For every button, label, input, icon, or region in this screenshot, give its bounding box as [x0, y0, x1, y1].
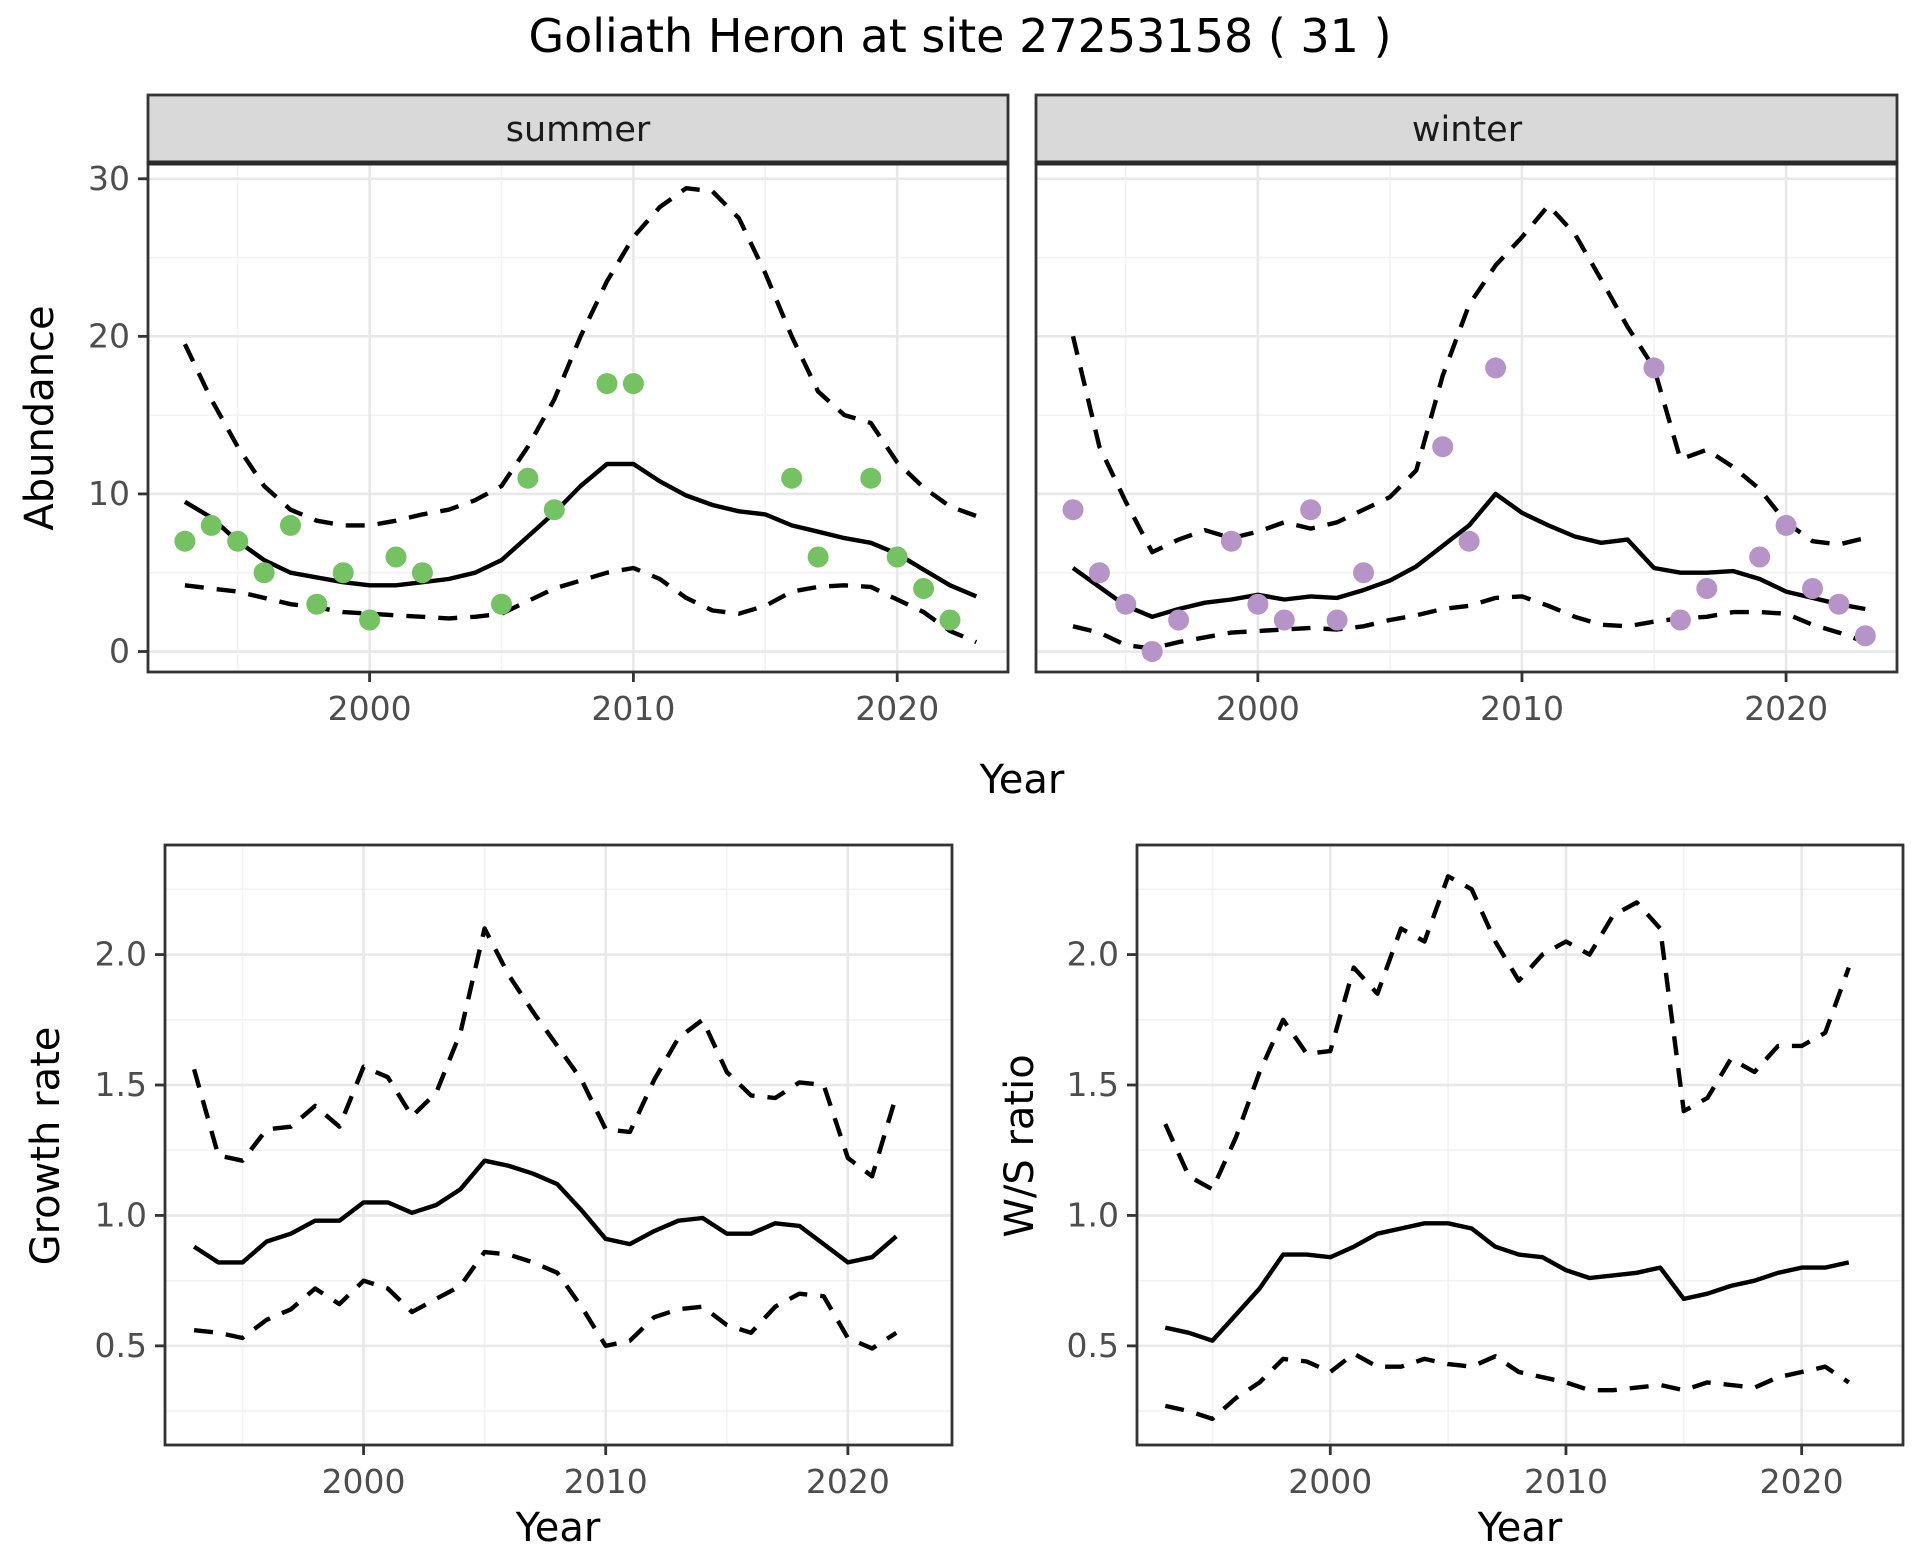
abundance_winter-data-point	[1115, 593, 1137, 615]
ws_ratio-mean-w-s-ratio-line	[1164, 1221, 1850, 1343]
abundance_winter-data-point	[1220, 530, 1242, 552]
abundance_summer-mean-line	[183, 461, 978, 599]
abundance_winter-lower-ci-line	[1072, 594, 1867, 651]
abundance_summer-data-point	[491, 593, 512, 615]
growth_rate-y-tick-label: 1.5	[95, 1065, 147, 1104]
abundance_summer-data-point	[174, 530, 196, 552]
abundance_winter-data-point	[1353, 562, 1374, 584]
ws_ratio-y-tick-label: 1.5	[1067, 1065, 1119, 1104]
abundance_winter-facet-strip	[1034, 93, 1899, 165]
abundance_summer-x-tick-label: 2000	[328, 689, 412, 728]
growth_rate-y-tick-label: 1.0	[95, 1195, 147, 1234]
growth_rate-x-tick-label: 2010	[564, 1462, 648, 1501]
abundance_winter-data-point	[1696, 578, 1718, 599]
ws_ratio-x-tick-label: 2020	[1760, 1462, 1844, 1501]
abundance_summer-data-point	[359, 609, 381, 631]
abundance_winter-data-point	[1432, 436, 1454, 458]
abundance_summer-data-point	[332, 562, 354, 584]
facet-strip-label-winter: winter	[1411, 110, 1523, 150]
facet-strip-label-summer: summer	[505, 110, 651, 150]
ws_ratio-upper-ci-line	[1163, 874, 1851, 1192]
abundance_winter-data-point	[1062, 499, 1084, 521]
abundance_summer-facet-strip	[146, 93, 1010, 165]
abundance_summer-data-point	[385, 546, 407, 568]
growth_rate-y-tick-label: 0.5	[95, 1326, 147, 1365]
ws-ratio-y-axis-title: W/S ratio	[997, 1054, 1043, 1238]
abundance_summer-data-point	[306, 593, 328, 615]
abundance_winter-data-point	[1775, 514, 1797, 536]
growth_rate-mean-growth-rate-line	[192, 1158, 898, 1265]
growth_rate-x-tick-label: 2020	[806, 1462, 890, 1501]
abundance_summer-x-tick-label: 2020	[855, 689, 939, 728]
abundance_summer-y-tick-label: 20	[88, 316, 130, 355]
abundance_winter-panel-background	[1036, 163, 1897, 672]
abundance_winter-data-point	[1485, 357, 1507, 379]
growth_rate-panel-background	[165, 845, 952, 1445]
abundance_winter-data-point	[1749, 546, 1771, 568]
abundance_summer-data-point	[939, 609, 961, 631]
abundance_summer-data-point	[200, 514, 222, 536]
abundance_winter-data-point	[1828, 593, 1850, 615]
abundance_summer-upper-ci-line	[182, 186, 978, 528]
growth-rate-y-axis-title: Growth rate	[23, 1026, 69, 1266]
ws_ratio-panel-border	[1135, 843, 1905, 1447]
abundance_summer-data-point	[622, 373, 644, 395]
abundance_summer-data-point	[253, 562, 275, 584]
ws_ratio-x-tick-label: 2000	[1288, 1462, 1372, 1501]
abundance_winter-data-point	[1168, 609, 1190, 631]
abundance_summer-data-point	[781, 467, 803, 489]
abundance_winter-x-tick-label: 2020	[1744, 689, 1828, 728]
abundance_winter-data-point	[1247, 593, 1269, 615]
growth-rate-x-axis-title: Year	[515, 1505, 601, 1551]
page-title: Goliath Heron at site 27253158 ( 31 )	[528, 9, 1392, 63]
abundance_winter-data-point	[1458, 530, 1480, 552]
abundance-y-axis-title: Abundance	[17, 305, 63, 531]
ws_ratio-y-tick-label: 2.0	[1067, 935, 1119, 974]
abundance_summer-data-point	[227, 530, 249, 552]
abundance_summer-y-tick-label: 0	[109, 632, 130, 671]
abundance_winter-data-point	[1273, 609, 1295, 631]
abundance_summer-y-tick-label: 10	[88, 474, 130, 513]
abundance_winter-data-point	[1300, 499, 1322, 521]
abundance_summer-data-point	[280, 514, 301, 536]
ws-ratio-x-axis-title: Year	[1477, 1505, 1563, 1551]
top-x-axis-title: Year	[979, 757, 1065, 803]
abundance_summer-data-point	[543, 499, 565, 521]
abundance_winter-data-point	[1088, 562, 1110, 584]
abundance_winter-data-point	[1802, 578, 1823, 599]
growth_rate-upper-ci-line	[191, 926, 899, 1179]
abundance_winter-data-point	[1141, 641, 1163, 662]
growth_rate-x-tick-label: 2000	[322, 1462, 406, 1501]
abundance_winter-data-point	[1854, 625, 1876, 647]
abundance_summer-data-point	[886, 546, 908, 568]
abundance_winter-x-tick-label: 2000	[1216, 689, 1300, 728]
abundance_summer-y-tick-label: 30	[88, 159, 130, 198]
growth_rate-y-tick-label: 2.0	[95, 935, 147, 974]
abundance_winter-data-point	[1326, 609, 1348, 631]
abundance_winter-x-tick-label: 2010	[1480, 689, 1564, 728]
growth_rate-lower-ci-line	[193, 1249, 898, 1351]
abundance_summer-data-point	[860, 467, 882, 489]
ws_ratio-y-tick-label: 1.0	[1067, 1195, 1119, 1234]
abundance_summer-data-point	[596, 373, 618, 395]
abundance_summer-data-point	[411, 562, 433, 584]
ws_ratio-x-tick-label: 2010	[1524, 1462, 1608, 1501]
abundance_winter-upper-ci-line	[1070, 203, 1866, 555]
abundance_summer-data-point	[913, 578, 935, 599]
ws_ratio-panel-background	[1137, 845, 1903, 1445]
ws_ratio-lower-ci-line	[1164, 1351, 1851, 1422]
abundance_summer-x-tick-label: 2010	[591, 689, 675, 728]
abundance_winter-mean-line	[1071, 491, 1866, 619]
abundance_summer-data-point	[807, 546, 829, 568]
abundance_winter-data-point	[1643, 357, 1665, 379]
abundance_winter-data-point	[1669, 609, 1691, 631]
ws_ratio-y-tick-label: 0.5	[1067, 1326, 1119, 1365]
growth_rate-panel-border	[163, 843, 954, 1447]
abundance_summer-panel-background	[148, 163, 1008, 672]
abundance_summer-data-point	[517, 467, 539, 489]
